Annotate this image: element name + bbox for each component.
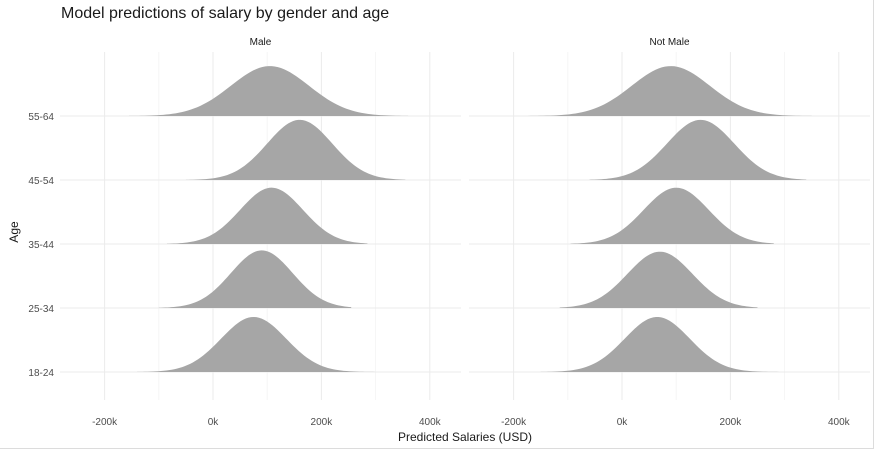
grid-layer: [60, 52, 870, 400]
density-layer: [128, 66, 812, 372]
facet-label: Male: [250, 37, 272, 48]
density-ridge: [524, 66, 812, 116]
x-tick-label: 200k: [311, 417, 334, 428]
density-ridge: [559, 251, 758, 308]
density-ridge: [166, 187, 368, 244]
facet-label: Not Male: [649, 37, 689, 48]
x-tick-label: 0k: [617, 417, 629, 428]
density-ridge: [158, 250, 352, 308]
density-ridge: [128, 66, 409, 116]
y-tick-label: 18-24: [28, 368, 54, 379]
y-axis-title: Age: [7, 221, 21, 243]
x-axis-title: Predicted Salaries (USD): [398, 430, 532, 444]
x-tick-label: 200k: [720, 417, 743, 428]
density-ridge: [540, 317, 782, 372]
x-tick-label: -200k: [501, 417, 527, 428]
density-ridge: [137, 316, 376, 372]
density-ridge: [185, 119, 406, 180]
label-layer: Male -200k 0k 200k 400k Not Male -200k 0k 200k 40…: [7, 37, 851, 444]
x-tick-label: 400k: [828, 417, 851, 428]
y-tick-label: 55-64: [28, 112, 54, 123]
x-tick-label: 400k: [419, 417, 442, 428]
y-tick-label: 35-44: [28, 240, 54, 251]
x-tick-label: 0k: [208, 417, 220, 428]
x-tick-label: -200k: [92, 417, 118, 428]
density-ridge: [570, 187, 774, 244]
y-tick-label: 25-34: [28, 304, 54, 315]
y-tick-label: 45-54: [28, 176, 54, 187]
chart-title: Model predictions of salary by gender an…: [61, 5, 390, 22]
density-ridge: [589, 119, 807, 180]
